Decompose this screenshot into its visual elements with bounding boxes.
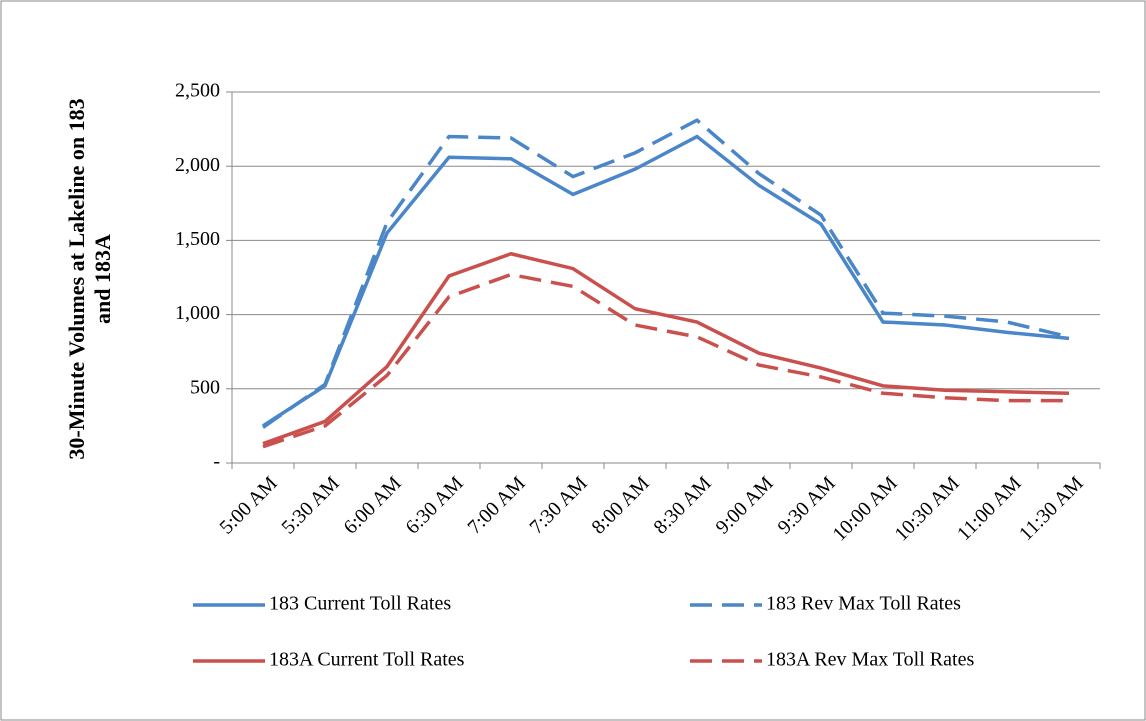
x-tick-label: 10:00 AM (828, 472, 901, 545)
legend-label: 183 Current Toll Rates (269, 593, 451, 615)
x-tick-label: 7:00 AM (464, 472, 530, 538)
series-line (262, 272, 1069, 449)
x-tick-label: 8:00 AM (588, 472, 654, 538)
x-tick-label: 6:30 AM (402, 472, 468, 538)
x-tick-label: 11:00 AM (953, 472, 1026, 545)
y-tick-label: 1,500 (175, 228, 220, 250)
y-tick-label: 1,000 (175, 302, 220, 324)
y-tick-label: - (213, 451, 220, 473)
legend-label: 183A Rev Max Toll Rates (766, 649, 974, 671)
x-tick-label: 9:00 AM (712, 472, 778, 538)
x-tick-label: 5:00 AM (216, 472, 282, 538)
series-line (262, 251, 1070, 446)
legend-label: 183 Rev Max Toll Rates (766, 593, 961, 615)
x-tick-label: 7:30 AM (526, 472, 592, 538)
x-tick-label: 10:30 AM (890, 472, 963, 545)
y-tick-label: 500 (190, 376, 220, 398)
y-tick-label: 2,500 (175, 80, 220, 102)
x-tick-label: 8:30 AM (650, 472, 716, 538)
x-tick-label: 11:30 AM (1015, 472, 1088, 545)
x-tick-label: 5:30 AM (278, 472, 344, 538)
series-line (262, 118, 1070, 429)
x-tick-label: 6:00 AM (340, 472, 406, 538)
y-tick-label: 2,000 (175, 154, 220, 176)
legend-label: 183A Current Toll Rates (269, 649, 465, 671)
series-line (262, 134, 1070, 428)
y-axis-label: 30-Minute Volumes at Lakeline on 183 and… (64, 98, 115, 460)
